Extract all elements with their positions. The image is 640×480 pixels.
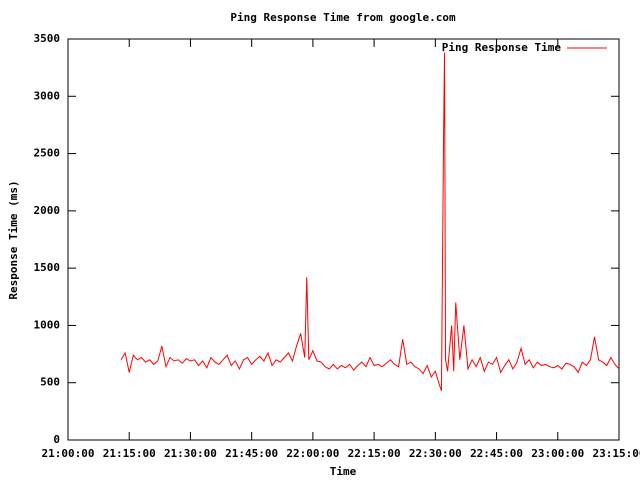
y-tick-label: 2500 [34,147,61,160]
legend-label: Ping Response Time [442,41,562,54]
y-tick-label: 500 [40,376,60,389]
x-tick-label: 21:30:00 [164,447,217,460]
y-tick-label: 0 [53,433,60,446]
x-tick-label: 23:00:00 [531,447,584,460]
x-tick-label: 21:45:00 [225,447,278,460]
chart-title: Ping Response Time from google.com [230,11,456,24]
y-axis-label: Response Time (ms) [7,180,20,299]
x-tick-label: 22:45:00 [470,447,523,460]
y-tick-label: 2000 [34,204,61,217]
x-tick-label: 22:30:00 [409,447,462,460]
x-axis-label: Time [330,465,357,478]
x-tick-label: 22:00:00 [286,447,339,460]
y-tick-label: 3500 [34,32,61,45]
y-tick-label: 3000 [34,89,61,102]
x-tick-label: 23:15:00 [593,447,640,460]
data-line [120,52,620,391]
x-tick-label: 21:00:00 [42,447,95,460]
y-tick-label: 1000 [34,318,61,331]
x-tick-label: 21:15:00 [103,447,156,460]
plot-frame [67,38,620,441]
y-tick-label: 1500 [34,261,61,274]
x-tick-label: 22:15:00 [348,447,401,460]
